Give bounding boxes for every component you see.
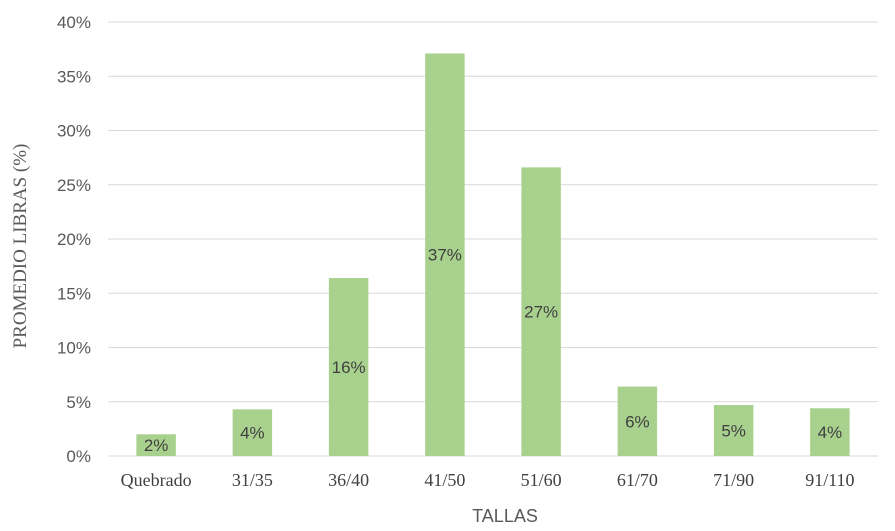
bar [136,434,176,456]
x-category-label: 41/50 [424,470,465,490]
x-category-label: 51/60 [521,470,562,490]
y-tick-label: 0% [66,447,91,466]
y-tick-label: 20% [57,230,91,249]
x-category-label: 61/70 [617,470,658,490]
data-label: 4% [240,424,265,443]
bar [521,167,561,456]
bar [425,53,465,457]
y-axis-ticks: 0% 5% 10% 15% 20% 25% 30% 35% 40% [57,13,91,466]
y-tick-label: 25% [57,176,91,195]
bars [136,53,850,457]
x-axis-categories: Quebrado 31/35 36/40 41/50 51/60 61/70 71/90 91… [121,470,855,490]
y-axis-title: PROMEDIO LIBRAS (%) [10,144,31,349]
data-labels: 2% 4% 16% 37% 27% 6% 5% 4% [144,246,842,455]
bar [713,405,754,456]
data-label: 16% [332,358,366,377]
y-tick-label: 10% [57,339,91,358]
data-label: 27% [524,303,558,322]
data-label: 6% [625,412,650,431]
data-label: 2% [144,436,169,455]
bar [328,278,369,456]
y-tick-label: 40% [57,13,91,32]
y-tick-label: 30% [57,122,91,141]
x-category-label: 31/35 [232,470,273,490]
data-label: 4% [818,423,843,442]
x-axis-title: TALLAS [472,506,538,526]
y-tick-label: 35% [57,67,91,86]
x-category-label: 36/40 [328,470,369,490]
x-category-label: 91/110 [805,470,854,490]
x-category-label: 71/90 [713,470,754,490]
bar [810,408,850,456]
data-label: 37% [428,246,462,265]
x-category-label: Quebrado [121,470,192,490]
y-tick-label: 15% [57,284,91,303]
data-label: 5% [721,422,746,441]
gridlines [108,21,878,457]
y-tick-label: 5% [66,393,91,412]
bar [617,386,658,456]
bar [232,409,273,456]
